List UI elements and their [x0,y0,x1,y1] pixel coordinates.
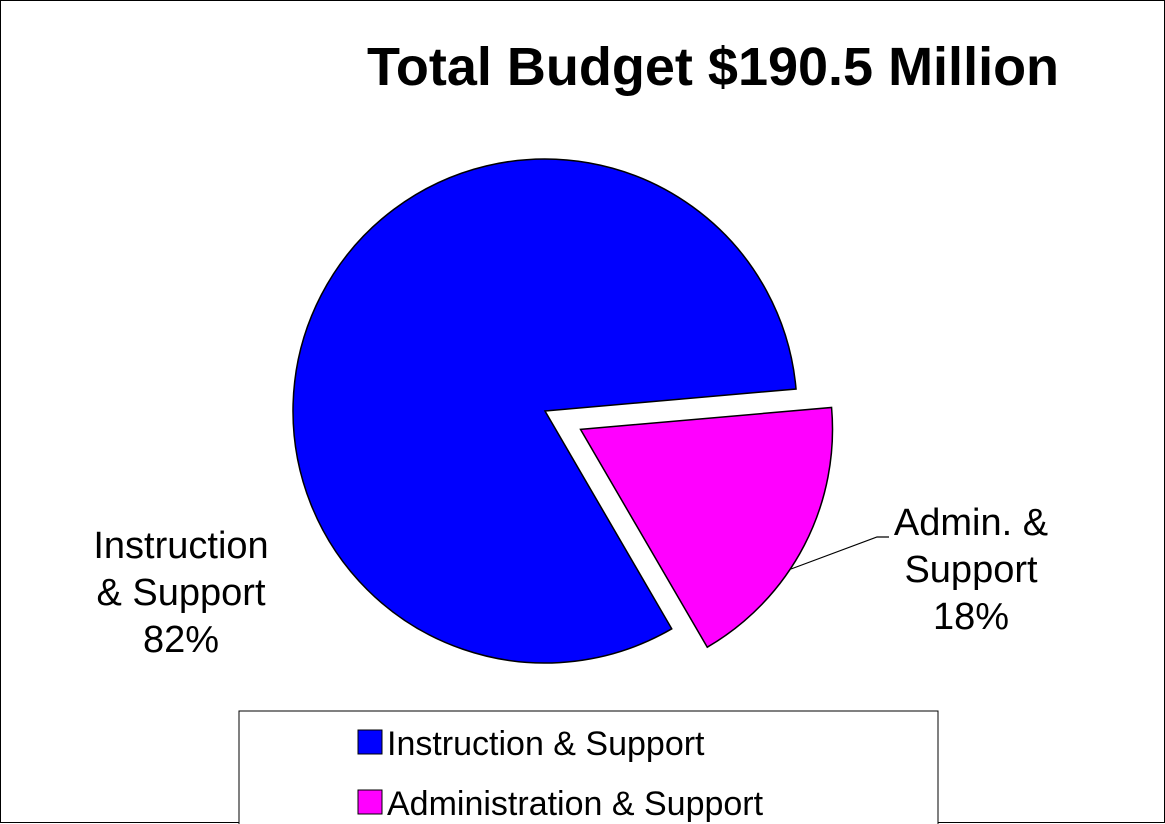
legend-entry-administration: Administration & Support [387,785,764,823]
legend-swatch-administration [357,789,383,815]
slice-labels: Instruction & Support 82% Admin. & Support 18… [93,502,1048,661]
pie-slices [292,158,834,664]
label-administration-support: Admin. & Support 18% [894,502,1048,638]
legend-swatch-instruction [357,729,383,755]
legend-entry-instruction: Instruction & Support [387,725,705,763]
chart-title: Total Budget $190.5 Million [367,37,1059,97]
label-instruction-support: Instruction & Support 82% [93,525,268,661]
slice-administration-support [579,406,834,649]
leader-line-administration [790,536,889,570]
legend: Instruction & Support Administration & Su… [238,710,939,824]
leader-lines [790,536,889,570]
legend-box [238,710,939,824]
slice-instruction-support [292,158,797,664]
